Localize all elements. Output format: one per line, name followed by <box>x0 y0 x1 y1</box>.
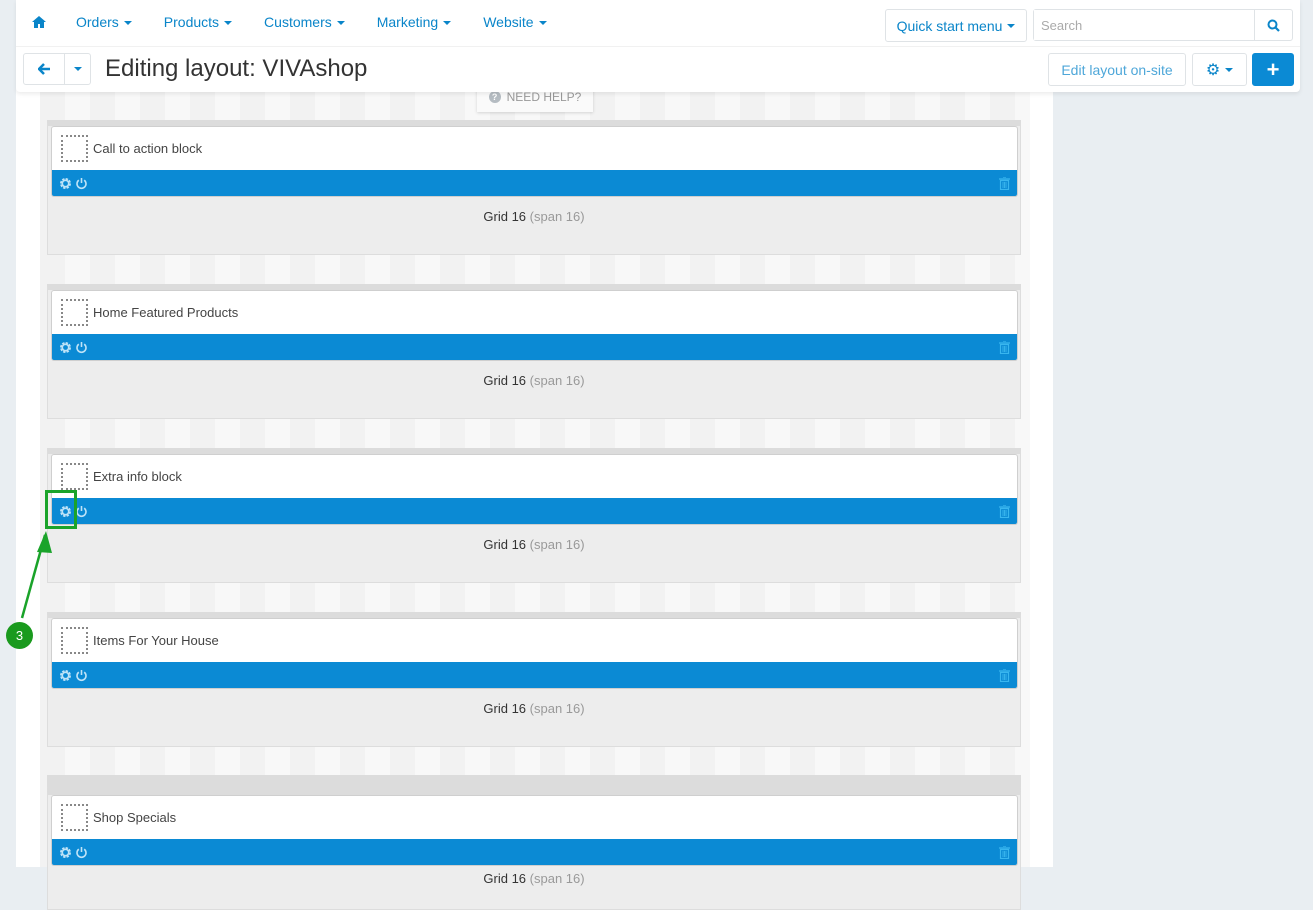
gear-icon[interactable] <box>59 505 72 518</box>
power-icon[interactable] <box>75 505 88 518</box>
gear-icon: ⚙ <box>1205 61 1221 79</box>
search-input[interactable] <box>1034 10 1254 40</box>
highlight-box <box>45 490 77 529</box>
grid-label: Grid 16 (span 16) <box>483 871 585 886</box>
caret-down-icon <box>123 21 132 26</box>
gear-icon[interactable] <box>59 341 72 354</box>
block-placeholder-icon <box>61 299 88 326</box>
edit-layout-on-site-button[interactable]: Edit layout on-site <box>1048 53 1186 86</box>
add-button[interactable]: + <box>1252 53 1294 86</box>
trash-icon[interactable] <box>999 668 1010 682</box>
question-icon: ? <box>488 91 501 103</box>
block-header: Shop Specials <box>52 796 1017 839</box>
quick-start-menu-button[interactable]: Quick start menu <box>885 9 1027 42</box>
layout-block[interactable]: Home Featured Products <box>51 290 1018 361</box>
gear-icon[interactable] <box>59 177 72 190</box>
annotation-arrow-icon <box>20 531 52 619</box>
caret-down-icon <box>73 67 82 71</box>
grid-section: Home Featured Products Grid 16 (span 16) <box>47 284 1021 419</box>
caret-down-icon <box>224 21 233 26</box>
block-title: Items For Your House <box>93 633 219 648</box>
gear-icon[interactable] <box>59 669 72 682</box>
grid-section: Items For Your House Grid 16 (span 16) <box>47 612 1021 747</box>
page-title: Editing layout: VIVAshop <box>105 55 368 82</box>
nav-products[interactable]: Products <box>164 14 233 30</box>
power-icon[interactable] <box>75 177 88 190</box>
block-header: Extra info block <box>52 455 1017 498</box>
layout-block[interactable]: Items For Your House <box>51 618 1018 689</box>
search-icon <box>1267 19 1280 32</box>
block-header: Home Featured Products <box>52 291 1017 334</box>
plus-icon: + <box>1266 56 1280 82</box>
block-title: Shop Specials <box>93 810 177 825</box>
block-toolbar <box>52 498 1017 524</box>
back-dropdown-button[interactable] <box>64 53 91 85</box>
layout-block[interactable]: Extra info block <box>51 454 1018 525</box>
block-toolbar <box>52 334 1017 360</box>
nav-orders[interactable]: Orders <box>76 14 132 30</box>
power-icon[interactable] <box>75 669 88 682</box>
arrow-left-icon <box>37 63 50 75</box>
home-icon[interactable] <box>32 16 46 28</box>
step-badge: 3 <box>6 622 33 649</box>
block-placeholder-icon <box>61 463 88 490</box>
trash-icon[interactable] <box>999 340 1010 354</box>
search-button[interactable] <box>1254 10 1292 40</box>
nav-marketing[interactable]: Marketing <box>377 14 452 30</box>
block-title: Home Featured Products <box>93 305 239 320</box>
block-header: Call to action block <box>52 127 1017 170</box>
block-placeholder-icon <box>61 135 88 162</box>
grid-section: Call to action block Grid 16 (span 16) <box>47 120 1021 255</box>
block-title: Extra info block <box>93 469 182 484</box>
nav-customers[interactable]: Customers <box>264 14 345 30</box>
power-icon[interactable] <box>75 341 88 354</box>
block-title: Call to action block <box>93 141 203 156</box>
grid-label: Grid 16 (span 16) <box>483 537 585 552</box>
power-icon[interactable] <box>75 846 88 859</box>
settings-dropdown-button[interactable]: ⚙ <box>1192 53 1247 86</box>
caret-down-icon <box>538 21 547 26</box>
top-nav: Orders Products Customers Marketing Webs… <box>32 14 579 30</box>
block-placeholder-icon <box>61 804 88 831</box>
gear-icon[interactable] <box>59 846 72 859</box>
grid-section: Shop Specials Grid 16 (span 16) <box>47 775 1021 910</box>
layout-block[interactable]: Shop Specials <box>51 795 1018 866</box>
grid-label: Grid 16 (span 16) <box>483 209 585 224</box>
grid-label: Grid 16 (span 16) <box>483 373 585 388</box>
trash-icon[interactable] <box>999 176 1010 190</box>
caret-down-icon <box>443 21 452 26</box>
nav-website[interactable]: Website <box>483 14 547 30</box>
grid-section: Extra info block Grid 16 (span 16) <box>47 448 1021 583</box>
block-toolbar <box>52 662 1017 688</box>
caret-down-icon <box>1007 23 1016 28</box>
block-header: Items For Your House <box>52 619 1017 662</box>
header: Orders Products Customers Marketing Webs… <box>16 0 1300 92</box>
trash-icon[interactable] <box>999 504 1010 518</box>
search-box <box>1033 9 1293 41</box>
layout-block[interactable]: Call to action block <box>51 126 1018 197</box>
trash-icon[interactable] <box>999 845 1010 859</box>
block-toolbar <box>52 170 1017 196</box>
block-placeholder-icon <box>61 627 88 654</box>
block-toolbar <box>52 839 1017 865</box>
need-help-button[interactable]: ? NEED HELP? <box>477 82 593 112</box>
caret-down-icon <box>1225 67 1234 72</box>
grid-label: Grid 16 (span 16) <box>483 701 585 716</box>
caret-down-icon <box>336 21 345 26</box>
header-divider <box>16 46 1300 47</box>
